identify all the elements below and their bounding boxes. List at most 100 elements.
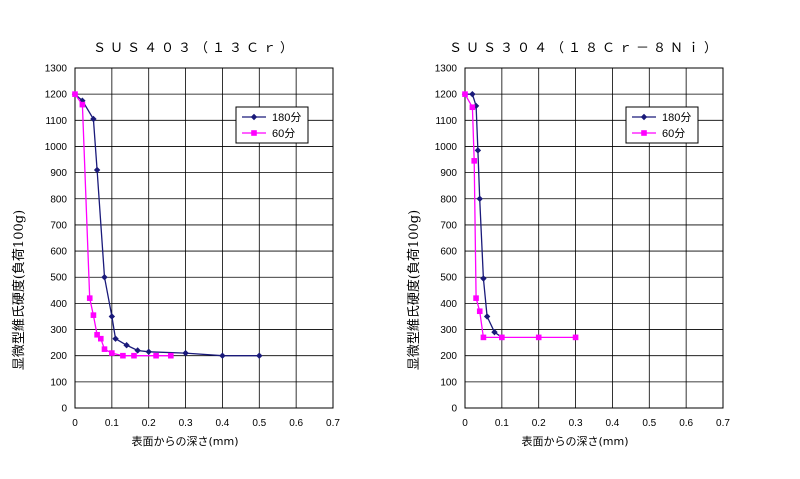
y-axis-title: 显微型維氏硬度(負荷100g) xyxy=(406,210,422,370)
x-tick-label: 0 xyxy=(72,418,78,429)
y-tick-label: 1000 xyxy=(435,142,458,153)
data-point xyxy=(112,335,119,342)
data-point xyxy=(79,101,86,108)
x-tick-label: 0.6 xyxy=(679,418,693,429)
y-tick-label: 1200 xyxy=(45,90,68,101)
data-point xyxy=(473,295,479,301)
x-tick-label: 0.4 xyxy=(215,418,229,429)
x-tick-label: 0.1 xyxy=(495,418,509,429)
y-tick-label: 500 xyxy=(440,273,457,284)
x-axis-title: 表面からの深さ(mm) xyxy=(521,434,628,448)
legend-label: 180分 xyxy=(272,111,301,124)
x-tick-label: 0.1 xyxy=(105,418,119,429)
x-tick-label: 0.2 xyxy=(142,418,156,429)
y-tick-label: 300 xyxy=(440,325,457,336)
data-point xyxy=(480,334,487,341)
y-tick-label: 900 xyxy=(440,168,457,179)
data-point xyxy=(469,104,476,111)
legend-marker xyxy=(641,130,647,136)
y-tick-label: 700 xyxy=(50,220,67,231)
data-point xyxy=(469,90,476,98)
series-line xyxy=(74,93,171,357)
data-point xyxy=(491,328,498,336)
gridlines xyxy=(464,67,724,409)
data-point xyxy=(256,352,263,359)
data-point xyxy=(90,115,97,123)
data-point xyxy=(168,352,174,359)
x-tick-label: 0.4 xyxy=(605,418,619,429)
legend: 180分 60分 xyxy=(625,106,699,144)
data-point xyxy=(499,334,505,341)
data-point xyxy=(120,352,126,359)
y-tick-label: 800 xyxy=(50,194,67,205)
x-tick-label: 0.7 xyxy=(716,418,730,429)
data-point xyxy=(476,308,483,315)
data-point xyxy=(483,313,491,320)
data-point xyxy=(98,335,104,342)
data-point xyxy=(72,91,78,97)
legend-label: 180分 xyxy=(662,111,691,124)
y-tick-label: 400 xyxy=(440,299,457,310)
legend-marker xyxy=(251,130,257,136)
y-tick-label: 500 xyxy=(50,273,67,284)
chart-sus304: ＳＵＳ３０４（１８Ｃｒ－８Ｎｉ） 0 100 200 300 400 500 600 700 8… xyxy=(406,41,730,448)
legend-marker xyxy=(640,113,648,121)
y-tick-label: 600 xyxy=(440,247,457,258)
x-tick-label: 0.5 xyxy=(252,418,266,429)
y-tick-label: 300 xyxy=(50,325,67,336)
y-tick-label: 600 xyxy=(50,247,67,258)
y-tick-label: 1300 xyxy=(45,64,68,75)
x-tick-label: 0.5 xyxy=(642,418,656,429)
y-tick-label: 1100 xyxy=(45,116,67,127)
data-point xyxy=(462,91,468,97)
legend-box xyxy=(235,106,309,144)
legend-box xyxy=(625,106,699,144)
y-tick-label: 400 xyxy=(50,299,67,310)
data-point xyxy=(94,331,100,338)
x-tick-label: 0.2 xyxy=(532,418,546,429)
data-point xyxy=(93,166,101,174)
y-tick-label: 900 xyxy=(50,168,67,179)
legend-marker xyxy=(250,113,258,121)
data-point xyxy=(535,334,542,341)
x-tick-label: 0 xyxy=(462,418,468,429)
y-tick-label: 200 xyxy=(50,351,67,362)
data-point xyxy=(90,312,97,318)
y-axis-ticks: 0 100 200 300 400 500 600 700 800 900 1000 1100 1200… xyxy=(45,64,68,415)
x-tick-label: 0.3 xyxy=(569,418,583,429)
data-point xyxy=(101,274,108,281)
y-tick-label: 800 xyxy=(440,194,457,205)
x-axis-ticks: 0 0.1 0.2 0.3 0.4 0.5 0.6 0.7 xyxy=(72,418,340,429)
y-tick-label: 1200 xyxy=(435,90,458,101)
chart-title: ＳＵＳ３０４（１８Ｃｒ－８Ｎｉ） xyxy=(449,41,721,56)
series-layer xyxy=(71,90,263,359)
x-axis-title: 表面からの深さ(mm) xyxy=(131,434,238,448)
data-point xyxy=(79,97,86,104)
y-tick-label: 200 xyxy=(440,351,457,362)
series-layer xyxy=(461,90,579,341)
data-point xyxy=(572,334,579,341)
y-tick-label: 1000 xyxy=(45,142,68,153)
legend-label: 60分 xyxy=(662,127,685,140)
data-point xyxy=(86,295,93,301)
data-point xyxy=(145,348,152,355)
y-tick-label: 0 xyxy=(451,404,457,415)
data-point xyxy=(153,352,159,359)
chart-sus403: ＳＵＳ４０３（１３Ｃｒ） 0 100 200 300 400 500 600 700 800 90… xyxy=(11,41,340,448)
y-tick-label: 100 xyxy=(440,377,457,388)
data-point xyxy=(131,352,137,359)
y-tick-label: 0 xyxy=(61,404,67,415)
data-point xyxy=(480,275,487,282)
y-tick-label: 700 xyxy=(440,220,457,231)
data-point xyxy=(474,147,482,154)
y-tick-label: 100 xyxy=(50,377,67,388)
x-tick-label: 0.6 xyxy=(289,418,303,429)
x-tick-label: 0.7 xyxy=(326,418,340,429)
chart-title: ＳＵＳ４０３（１３Ｃｒ） xyxy=(93,41,297,56)
x-axis-ticks: 0 0.1 0.2 0.3 0.4 0.5 0.6 0.7 xyxy=(462,418,730,429)
y-tick-label: 1100 xyxy=(435,116,457,127)
y-tick-label: 1300 xyxy=(435,64,458,75)
data-point xyxy=(476,195,483,202)
data-point xyxy=(108,313,116,320)
